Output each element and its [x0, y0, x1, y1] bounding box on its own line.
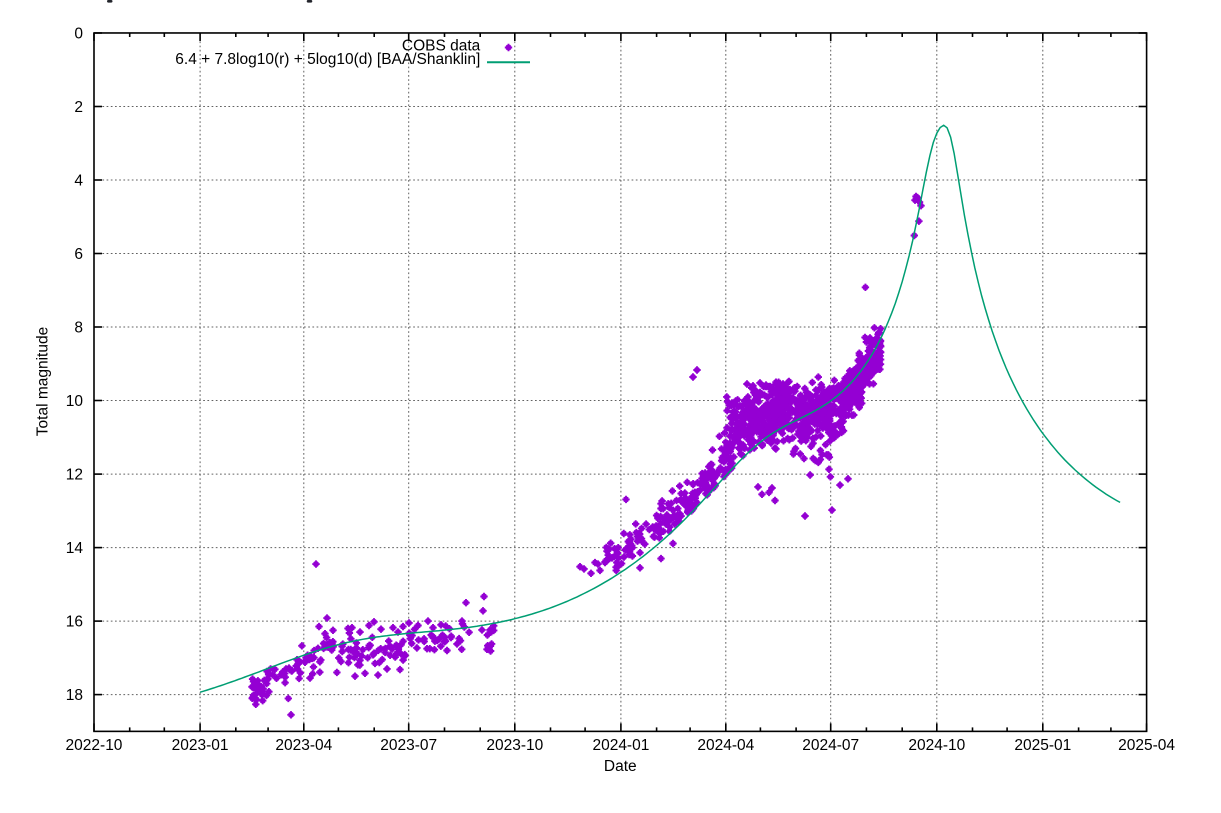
svg-text:6: 6	[74, 246, 83, 263]
svg-text:Total magnitude: Total magnitude	[35, 327, 52, 436]
svg-text:2025-04: 2025-04	[1118, 737, 1175, 754]
svg-text:Date: Date	[604, 758, 637, 775]
svg-text:2: 2	[74, 99, 83, 116]
svg-text:2024-01: 2024-01	[592, 737, 649, 754]
svg-text:2023-04: 2023-04	[275, 737, 332, 754]
svg-text:14: 14	[66, 540, 84, 557]
svg-text:16: 16	[66, 614, 83, 631]
svg-text:2024-07: 2024-07	[802, 737, 859, 754]
svg-text:18: 18	[66, 687, 83, 704]
svg-text:10: 10	[66, 393, 84, 410]
svg-text:2022-10: 2022-10	[66, 737, 123, 754]
svg-text:2023-01: 2023-01	[172, 737, 229, 754]
svg-text:2023-07: 2023-07	[380, 737, 437, 754]
svg-text:0: 0	[74, 26, 83, 43]
svg-text:6.4 + 7.8log10(r) + 5log10(d): 6.4 + 7.8log10(r) + 5log10(d) [BAA/Shank…	[175, 51, 480, 68]
svg-text:4: 4	[74, 173, 83, 190]
svg-text:2024-04: 2024-04	[697, 737, 754, 754]
svg-text:8: 8	[74, 320, 83, 337]
svg-text:2024-10: 2024-10	[908, 737, 965, 754]
svg-text:COBS data: COBS data	[402, 38, 481, 55]
svg-text:12: 12	[66, 467, 83, 484]
svg-text:2023-10: 2023-10	[486, 737, 543, 754]
svg-text:2025-01: 2025-01	[1014, 737, 1071, 754]
